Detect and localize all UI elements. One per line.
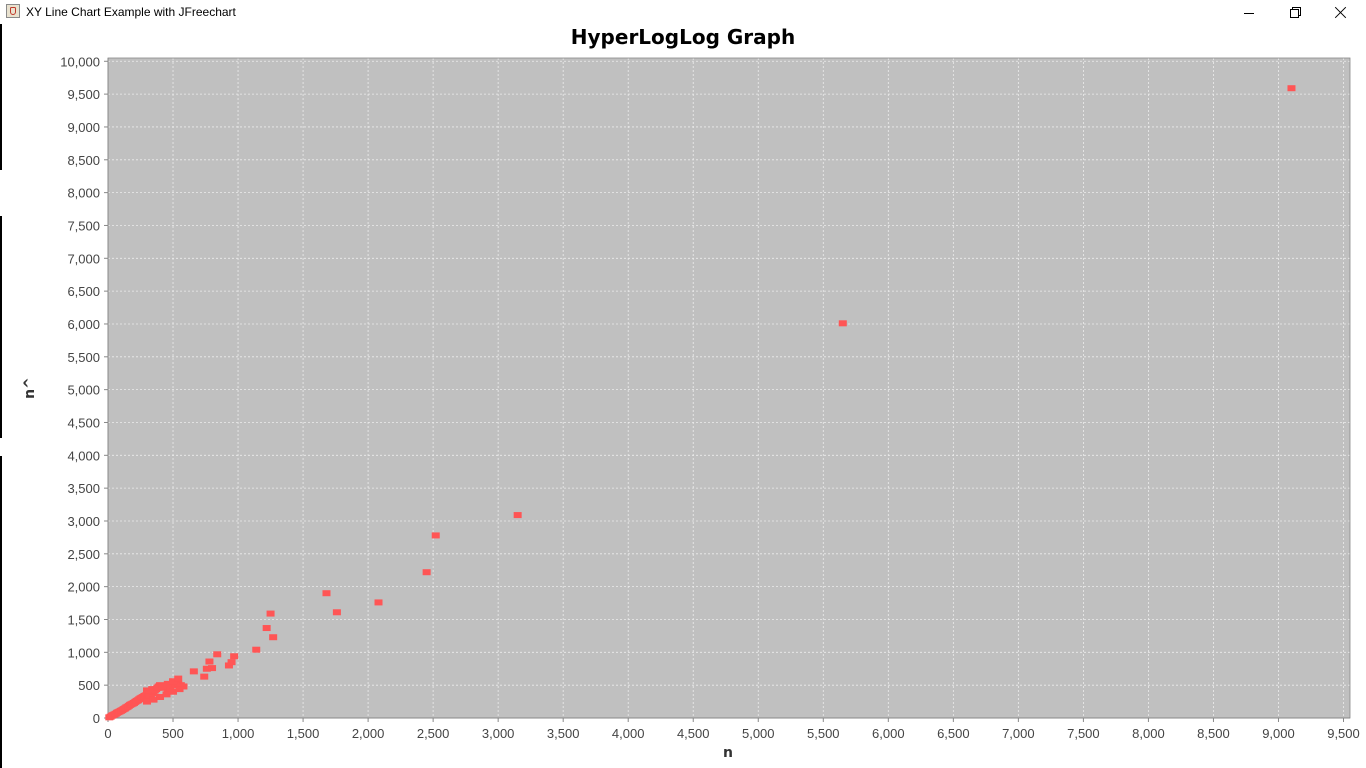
- window-left-border: [0, 24, 2, 768]
- x-tick-label: 6,500: [937, 726, 970, 741]
- data-point: [174, 675, 183, 682]
- x-tick-label: 8,500: [1197, 726, 1230, 741]
- y-tick-label: 8,500: [67, 153, 100, 168]
- y-tick-label: 0: [93, 711, 100, 726]
- window-title: XY Line Chart Example with JFreechart: [26, 5, 236, 19]
- data-point: [431, 532, 440, 539]
- x-tick-label: 0: [104, 726, 111, 741]
- x-tick-label: 6,000: [872, 726, 905, 741]
- y-tick-label: 10,000: [60, 54, 100, 69]
- data-point: [175, 686, 184, 693]
- data-point: [513, 512, 522, 519]
- data-point: [143, 698, 152, 705]
- x-tick-label: 1,500: [287, 726, 320, 741]
- data-point: [1287, 85, 1296, 92]
- y-tick-label: 5,500: [67, 350, 100, 365]
- y-tick-label: 2,500: [67, 547, 100, 562]
- y-tick-label: 6,500: [67, 284, 100, 299]
- plot-area: [108, 58, 1350, 718]
- y-tick-label: 2,000: [67, 580, 100, 595]
- y-axis-label: n^: [22, 377, 38, 399]
- data-series: [105, 85, 1296, 721]
- y-tick-label: 4,500: [67, 415, 100, 430]
- y-tick-label: 3,500: [67, 481, 100, 496]
- data-point: [262, 625, 271, 632]
- data-point: [213, 651, 222, 658]
- x-tick-label: 1,000: [222, 726, 255, 741]
- data-point: [374, 599, 383, 606]
- data-point: [224, 662, 233, 669]
- axes: [107, 57, 1351, 719]
- data-point: [148, 686, 157, 693]
- data-point: [838, 320, 847, 327]
- window-titlebar: XY Line Chart Example with JFreechart: [0, 0, 1366, 24]
- data-point: [200, 673, 209, 680]
- y-tick-label: 5,000: [67, 383, 100, 398]
- data-point: [266, 610, 275, 617]
- data-point: [322, 590, 331, 597]
- x-tick-label: 3,000: [482, 726, 515, 741]
- java-cup-icon: [6, 4, 20, 18]
- data-point: [143, 687, 152, 694]
- data-point: [158, 683, 167, 690]
- x-tick-label: 5,000: [742, 726, 775, 741]
- y-tick-label: 4,000: [67, 448, 100, 463]
- x-tick-label: 9,500: [1327, 726, 1360, 741]
- x-tick-label: 5,500: [807, 726, 840, 741]
- x-axis-ticks: 0 500 1,000 1,500 2,000 2,500 3,000 3,500 4,000 4…: [104, 718, 1360, 741]
- data-point: [252, 646, 261, 653]
- data-point: [162, 691, 171, 698]
- y-tick-label: 9,500: [67, 87, 100, 102]
- y-tick-label: 9,000: [67, 120, 100, 135]
- x-tick-label: 500: [162, 726, 184, 741]
- data-point: [156, 693, 165, 700]
- y-tick-label: 1,000: [67, 645, 100, 660]
- data-point: [230, 653, 239, 660]
- y-tick-label: 6,000: [67, 317, 100, 332]
- data-point: [169, 682, 178, 689]
- y-tick-label: 500: [78, 678, 100, 693]
- data-point: [205, 658, 214, 665]
- minimize-button[interactable]: [1226, 0, 1272, 24]
- y-tick-label: 7,500: [67, 218, 100, 233]
- y-tick-label: 8,000: [67, 186, 100, 201]
- data-point: [189, 668, 198, 675]
- y-axis-ticks: 0 500 1,000 1,500 2,000 2,500 3,000 3,500 4,000 4…: [60, 54, 108, 726]
- x-tick-label: 2,000: [352, 726, 385, 741]
- data-point: [153, 684, 162, 691]
- x-tick-label: 4,500: [677, 726, 710, 741]
- plot-border: [107, 57, 1351, 719]
- y-tick-label: 3,000: [67, 514, 100, 529]
- data-point: [163, 680, 172, 687]
- data-point: [169, 688, 178, 695]
- chart-title: HyperLogLog Graph: [571, 25, 795, 49]
- x-tick-label: 7,000: [1002, 726, 1035, 741]
- data-point: [422, 569, 431, 576]
- data-point: [332, 609, 341, 616]
- data-point: [269, 634, 278, 641]
- x-tick-label: 7,500: [1067, 726, 1100, 741]
- x-tick-label: 8,000: [1132, 726, 1165, 741]
- restore-button[interactable]: [1272, 0, 1318, 24]
- minimize-icon: [1244, 12, 1254, 14]
- x-tick-label: 4,000: [612, 726, 645, 741]
- data-point: [227, 659, 236, 666]
- data-point: [208, 665, 217, 672]
- y-tick-label: 7,000: [67, 251, 100, 266]
- x-tick-label: 3,500: [547, 726, 580, 741]
- x-axis-label: n: [723, 745, 733, 761]
- data-point: [169, 678, 178, 685]
- x-tick-label: 2,500: [417, 726, 450, 741]
- data-point: [149, 696, 158, 703]
- restore-icon: [1290, 7, 1301, 18]
- x-tick-label: 9,000: [1262, 726, 1295, 741]
- data-point: [202, 665, 211, 672]
- y-tick-label: 1,500: [67, 612, 100, 627]
